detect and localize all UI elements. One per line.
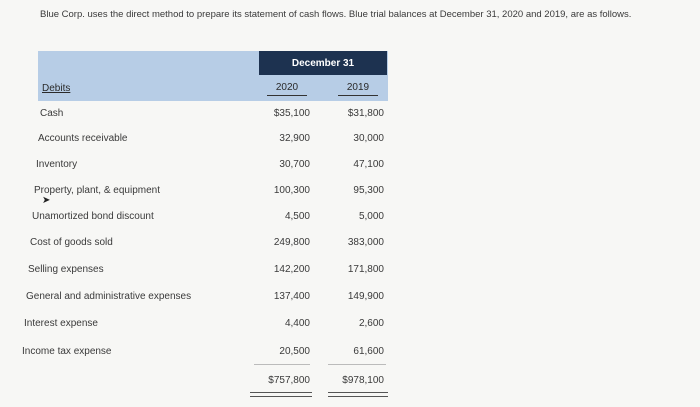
row-property-plant-equipment-2019: 95,300 xyxy=(353,185,384,196)
total-2019: $978,100 xyxy=(342,375,384,386)
row-selling-expenses-2020: 142,200 xyxy=(273,264,310,275)
row-label-cost-of-goods-sold: Cost of goods sold xyxy=(30,237,113,248)
row-accounts-receivable-2020: 32,900 xyxy=(279,133,310,144)
row-cash-2019: $31,800 xyxy=(347,108,384,119)
december-31-header: December 31 xyxy=(259,51,387,75)
row-accounts-receivable-2019: 30,000 xyxy=(353,133,384,144)
row-cost-of-goods-sold-2020: 249,800 xyxy=(273,237,310,248)
row-general-administrative-expenses-2019: 149,900 xyxy=(347,291,384,302)
intro-text: Blue Corp. uses the direct method to pre… xyxy=(40,9,632,20)
row-label-cash: Cash xyxy=(40,108,64,119)
row-unamortized-bond-discount-2020: 4,500 xyxy=(284,211,310,222)
row-label-general-administrative-expenses: General and administrative expenses xyxy=(26,291,192,302)
row-label-income-tax-expense: Income tax expense xyxy=(22,346,112,357)
row-unamortized-bond-discount-2019: 5,000 xyxy=(358,211,384,222)
row-label-property-plant-equipment: Property, plant, & equipment xyxy=(34,185,160,196)
total-double-underline-2020 xyxy=(250,392,312,397)
debits-column-label: Debits xyxy=(42,83,71,94)
year-2020-header: 2020 xyxy=(267,82,307,96)
row-general-administrative-expenses-2020: 137,400 xyxy=(273,291,310,302)
total-double-underline-2019 xyxy=(328,392,388,397)
row-label-interest-expense: Interest expense xyxy=(24,318,98,329)
row-label-inventory: Inventory xyxy=(36,159,78,170)
row-cash-2020: $35,100 xyxy=(273,108,310,119)
mouse-cursor-icon: ➤ xyxy=(42,195,51,206)
subtotal-line-2020 xyxy=(254,364,310,365)
row-label-unamortized-bond-discount: Unamortized bond discount xyxy=(32,211,154,222)
row-income-tax-expense-2019: 61,600 xyxy=(353,346,384,357)
row-label-accounts-receivable: Accounts receivable xyxy=(38,133,128,144)
row-interest-expense-2020: 4,400 xyxy=(284,318,310,329)
row-cost-of-goods-sold-2019: 383,000 xyxy=(347,237,384,248)
row-interest-expense-2019: 2,600 xyxy=(358,318,384,329)
year-2019-header: 2019 xyxy=(338,82,378,96)
row-inventory-2019: 47,100 xyxy=(353,159,384,170)
subtotal-line-2019 xyxy=(328,364,386,365)
row-selling-expenses-2019: 171,800 xyxy=(347,264,384,275)
row-label-selling-expenses: Selling expenses xyxy=(28,264,104,275)
row-property-plant-equipment-2020: 100,300 xyxy=(273,185,310,196)
total-2020: $757,800 xyxy=(268,375,310,386)
row-income-tax-expense-2020: 20,500 xyxy=(279,346,310,357)
row-inventory-2020: 30,700 xyxy=(279,159,310,170)
